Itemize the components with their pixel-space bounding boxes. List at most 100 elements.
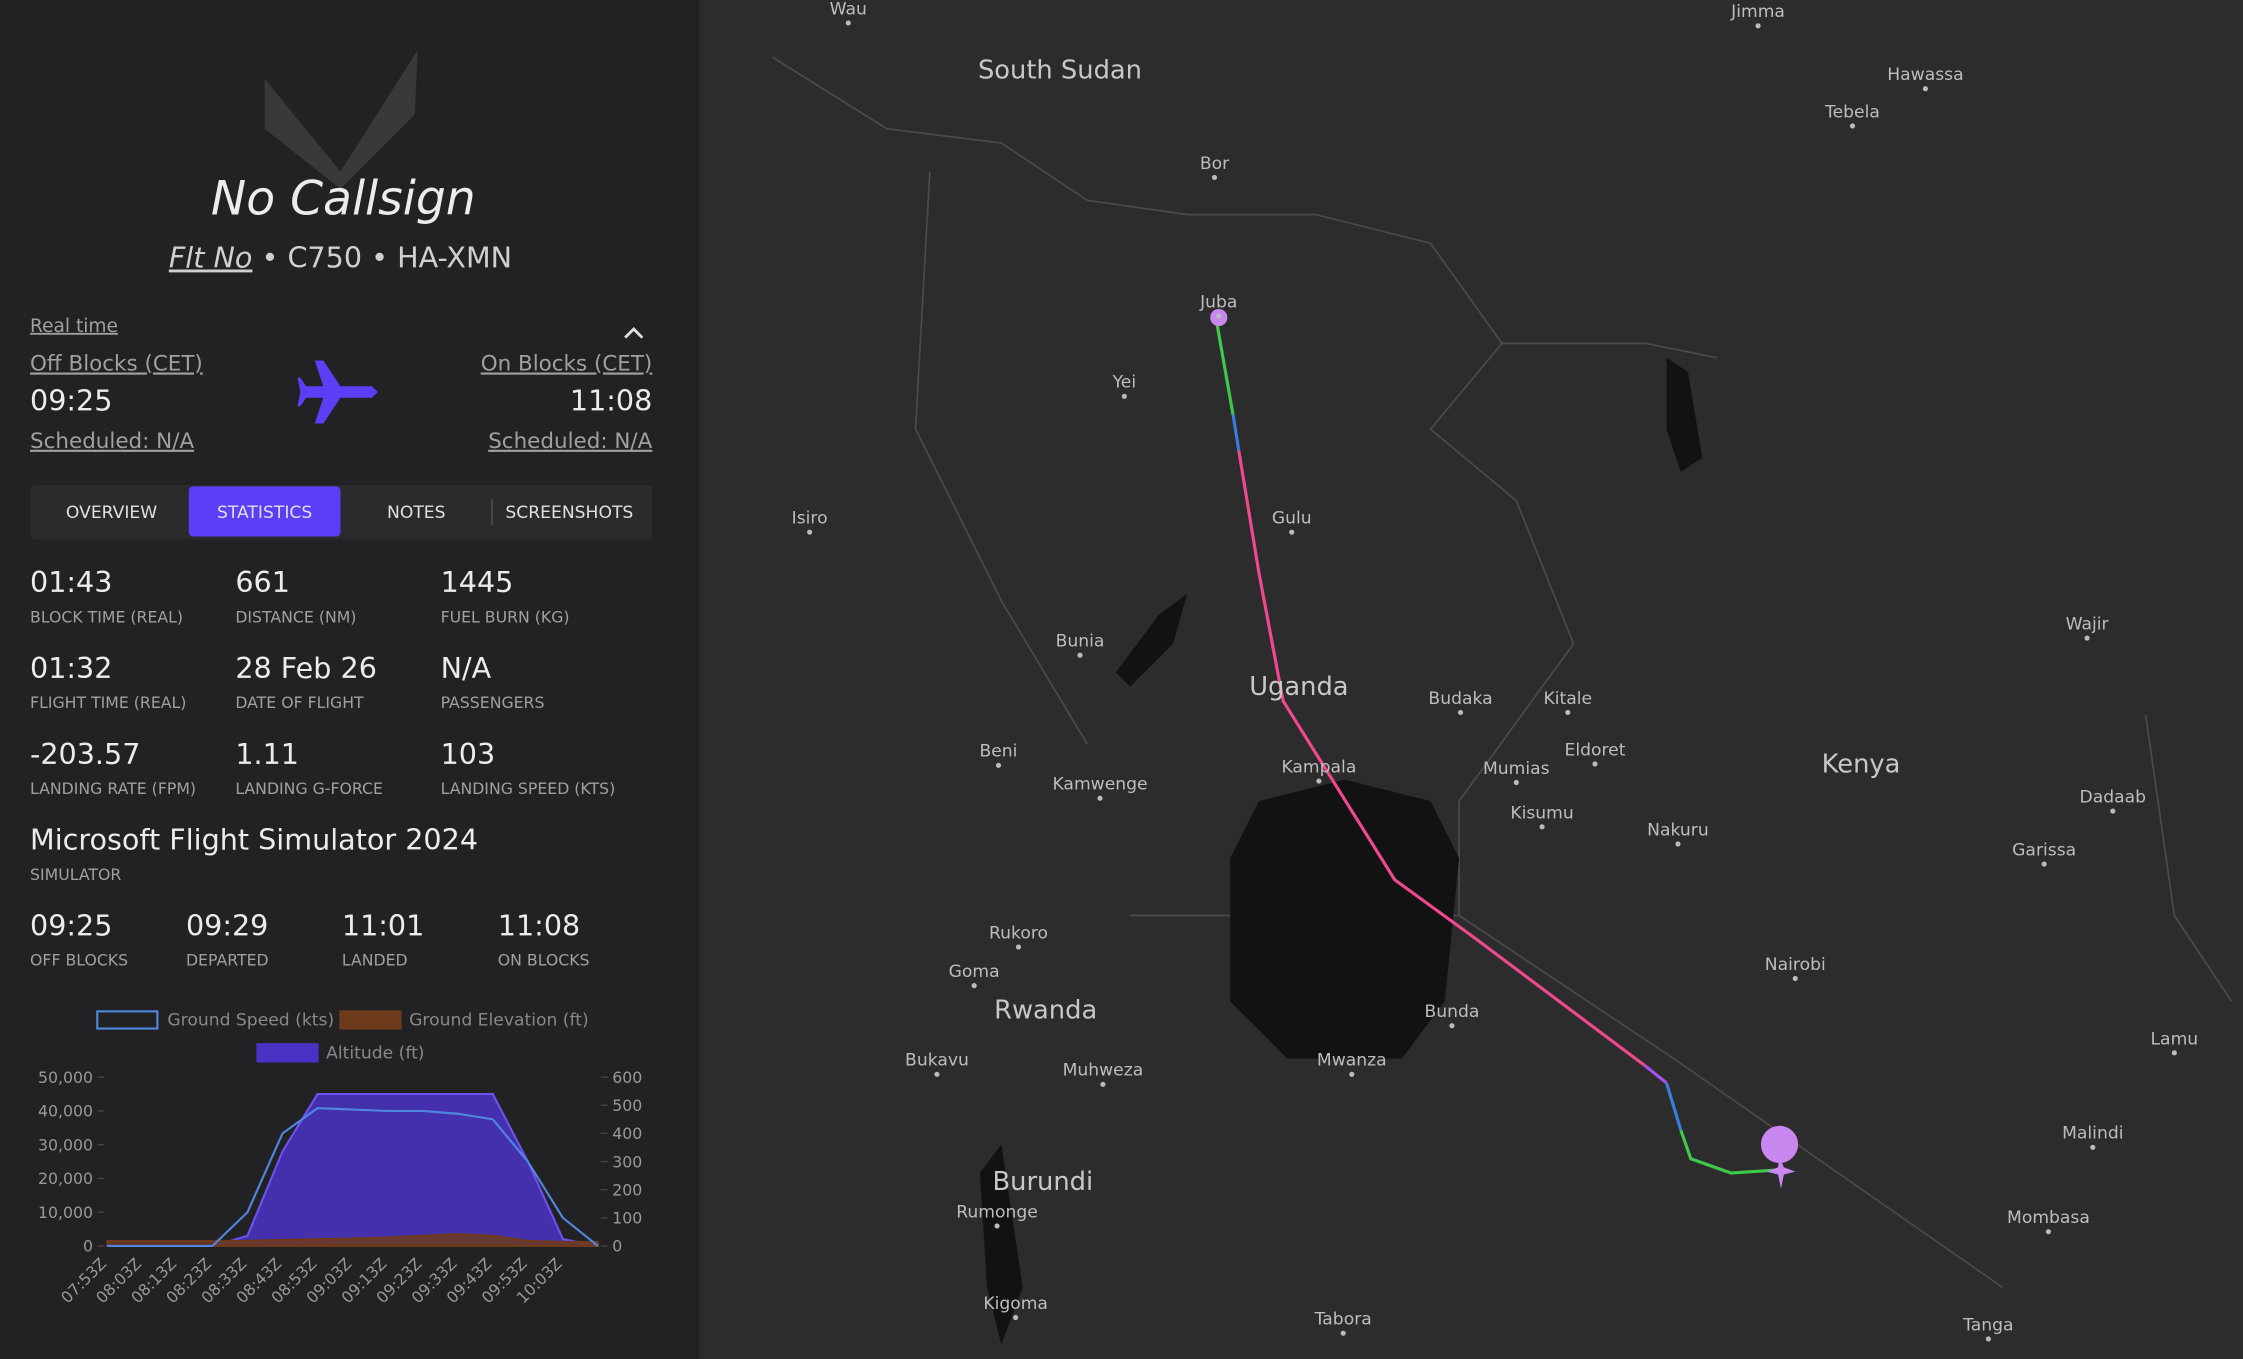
place: Garissa (2012, 840, 2076, 860)
place: Yei (1112, 373, 1137, 393)
tab[interactable]: NOTES (387, 503, 446, 523)
on-time: 11:08 (570, 384, 652, 418)
off-time: 09:25 (30, 384, 112, 418)
place: Jimma (1730, 2, 1785, 22)
off-label: Off Blocks (CET) (30, 352, 203, 377)
time-label: DEPARTED (186, 951, 269, 970)
place-dot (1316, 778, 1322, 784)
tab[interactable]: SCREENSHOTS (505, 503, 633, 523)
place: Mwanza (1317, 1051, 1387, 1071)
sched-on: Scheduled: N/A (488, 429, 652, 454)
legend-label[interactable]: Ground Speed (kts) (167, 1011, 334, 1031)
y-tick-label: 50,000 (38, 1068, 93, 1087)
place: Wajir (2066, 614, 2110, 634)
place-dot (807, 529, 813, 535)
y2-tick-label: 300 (612, 1152, 642, 1171)
route (1214, 317, 1774, 1175)
place: Rukoro (989, 923, 1048, 943)
time-value: 09:25 (30, 909, 112, 943)
sep: • (371, 241, 388, 275)
place: Beni (979, 742, 1017, 762)
place-dot (1289, 529, 1295, 535)
place: Budaka (1428, 689, 1492, 709)
arrival-marker[interactable] (1760, 1125, 1799, 1164)
registration: HA-XMN (397, 241, 512, 275)
time-value: 11:01 (342, 909, 424, 943)
place-dot (1592, 761, 1598, 767)
place-dot (1100, 1081, 1106, 1087)
place: Lamu (2151, 1029, 2199, 1049)
place: Wau (830, 0, 867, 19)
place: Eldoret (1565, 740, 1626, 760)
place: Kampala (1281, 757, 1356, 777)
place-dot (1013, 1314, 1019, 1321)
y2-tick-label: 0 (612, 1237, 622, 1256)
place-dot (1340, 1330, 1346, 1336)
place: Bunia (1056, 632, 1105, 652)
place: Nakuru (1647, 820, 1709, 840)
stat-value: -203.57 (30, 737, 140, 771)
stat-label: LANDING RATE (FPM) (30, 779, 196, 798)
place-dot (1539, 824, 1545, 830)
time-label: LANDED (342, 951, 408, 970)
place-dot (1121, 393, 1127, 399)
place: Dadaab (2080, 788, 2147, 808)
place: Bunda (1424, 1002, 1479, 1022)
map[interactable] (699, 0, 2243, 1359)
y-tick-label: 30,000 (38, 1135, 93, 1154)
country: Burundi (992, 1167, 1093, 1197)
active-tab (188, 486, 341, 537)
place-dot (1792, 975, 1798, 982)
time-label: OFF BLOCKS (30, 951, 128, 970)
legend-swatch (96, 1010, 159, 1030)
tab[interactable]: STATISTICS (217, 503, 312, 523)
stat-value: 103 (441, 737, 496, 771)
place-dot (1675, 841, 1681, 847)
stat-label: PASSENGERS (441, 693, 545, 712)
place: Tabora (1314, 1310, 1372, 1330)
place: Rumonge (956, 1202, 1038, 1222)
place: Juba (1199, 293, 1237, 313)
legend-label[interactable]: Ground Elevation (ft) (409, 1011, 589, 1031)
place-dot (1077, 652, 1083, 658)
legend-label[interactable]: Altitude (ft) (326, 1044, 424, 1064)
callsign: No Callsign (211, 172, 476, 227)
place-dot (2041, 861, 2047, 867)
sim-value: Microsoft Flight Simulator 2024 (30, 823, 478, 857)
place-dot (2171, 1050, 2177, 1056)
stat-value: N/A (441, 651, 492, 685)
place: Kisumu (1510, 803, 1573, 823)
place-dot (2090, 1144, 2096, 1150)
sep: • (262, 241, 279, 275)
flight-line: Flt No • C750 • HA-XMN (169, 241, 512, 275)
y-tick-label: 0 (83, 1237, 93, 1256)
place-dot (1457, 709, 1464, 715)
place: Mombasa (2007, 1208, 2090, 1228)
flight-no: Flt No (169, 241, 253, 275)
place-dot (845, 20, 851, 26)
stat-value: 1.11 (235, 737, 299, 771)
collapse[interactable] (624, 327, 644, 339)
stat-value: 28 Feb 26 (235, 651, 377, 685)
y-tick-label: 40,000 (38, 1102, 93, 1121)
line (107, 1107, 599, 1248)
aircraft: C750 (287, 241, 362, 275)
legend-swatch (339, 1010, 402, 1030)
time-value: 11:08 (498, 909, 580, 943)
plane-icon (297, 360, 378, 424)
lakes (979, 357, 1703, 1345)
place-dot (1755, 23, 1761, 29)
place-dot (2084, 635, 2090, 641)
place-dot (995, 762, 1002, 768)
place: Mumias (1483, 759, 1550, 779)
real-time[interactable]: Real time (30, 316, 118, 337)
country: South Sudan (978, 56, 1142, 86)
country: Rwanda (994, 996, 1097, 1026)
stat-label: BLOCK TIME (REAL) (30, 607, 183, 626)
map-labels: South Sudan Uganda Kenya Rwanda Burundi (978, 56, 1900, 1197)
place: Hawassa (1887, 65, 1963, 85)
place: Kigoma (983, 1294, 1048, 1314)
tab[interactable]: OVERVIEW (66, 503, 157, 523)
on-label: On Blocks (CET) (481, 352, 653, 377)
